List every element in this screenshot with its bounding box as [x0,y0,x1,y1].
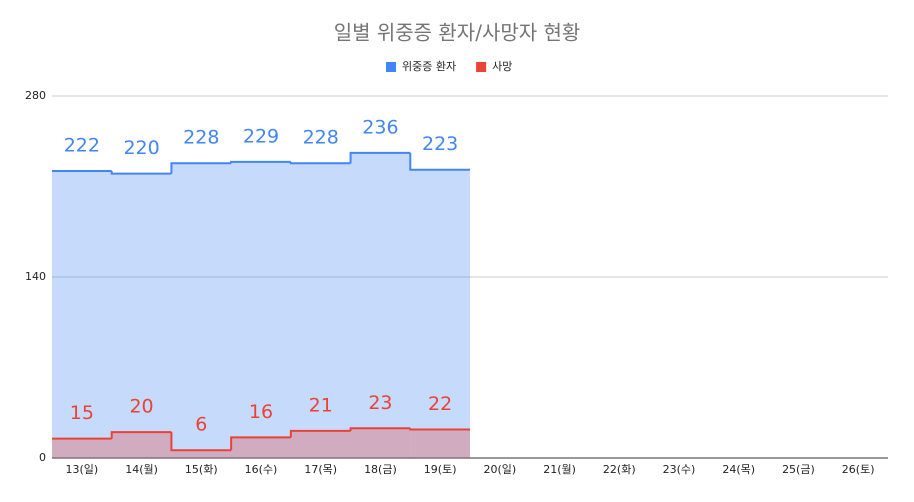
x-tick-label: 19(토) [424,463,457,476]
data-label: 21 [309,394,333,416]
step-line [110,170,172,175]
area-fill [52,170,112,458]
area-fill [52,438,112,458]
step-line [349,151,411,164]
data-label: 15 [70,402,94,424]
x-tick-label: 26(토) [842,463,875,476]
y-tick-label: 140 [25,270,46,283]
x-tick-label: 13(일) [66,462,99,476]
data-label: 6 [195,414,207,436]
step-line [170,162,232,174]
step-line [289,161,351,165]
data-label: 236 [362,116,398,138]
x-tick-label: 25(금) [782,463,815,476]
area-fill [290,430,351,458]
step-line [289,429,351,438]
data-label: 228 [303,127,339,149]
step-line [230,436,291,451]
data-label: 228 [183,127,219,149]
area-fill [410,429,470,458]
step-line [110,431,172,439]
step-line [170,432,232,452]
y-tick-label: 0 [39,451,46,464]
legend-swatch [476,62,487,72]
step-line [409,428,470,431]
data-label: 229 [243,125,279,147]
legend-label: 사망 [492,60,512,73]
area-fill [111,432,172,458]
data-label: 220 [123,137,159,159]
area-fill [290,163,351,458]
legend-swatch [386,62,396,72]
step-line [230,160,291,164]
x-tick-label: 15(화) [185,463,218,476]
data-label: 223 [422,133,458,155]
data-label: 23 [368,392,392,414]
area-fill [111,173,172,459]
data-label: 22 [428,393,452,415]
x-tick-label: 20(일) [484,462,517,476]
area-fill [171,450,232,458]
step-line [349,427,411,431]
x-tick-label: 23(수) [663,463,696,476]
area-fill [350,428,411,458]
x-tick-label: 24(목) [722,463,755,476]
y-tick-label: 280 [25,89,46,102]
x-tick-label: 18(금) [364,463,397,476]
x-tick-label: 17(목) [304,463,337,476]
area-fill [410,169,470,458]
x-tick-label: 14(월) [125,463,158,476]
x-tick-label: 16(수) [245,463,278,476]
x-tick-label: 22(화) [603,463,636,476]
data-label: 16 [249,401,273,423]
step-line [409,152,470,171]
legend-label: 위중증 환자 [402,60,456,73]
data-label: 20 [129,396,153,418]
area-fill [231,437,291,458]
chart-title: 일별 위중증 환자/사망자 현황 [334,21,581,45]
area-fill [231,161,291,458]
x-tick-label: 21(월) [543,463,576,476]
area-fill [171,163,232,458]
area-fill [350,152,411,458]
data-label: 222 [64,134,100,156]
